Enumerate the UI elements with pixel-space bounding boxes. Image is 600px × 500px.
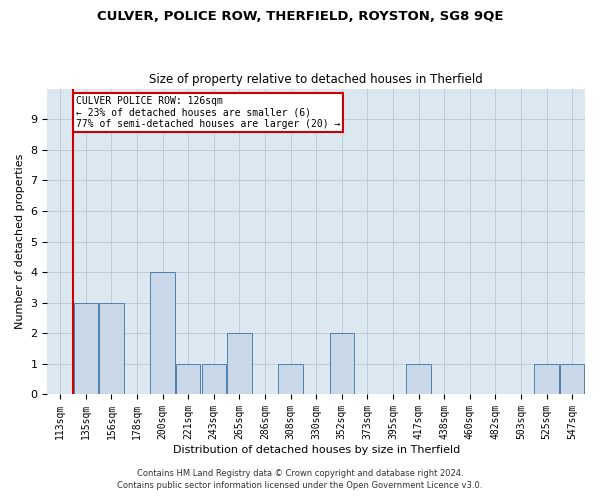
Bar	[99, 302, 124, 394]
Bar	[176, 364, 200, 394]
Text: CULVER, POLICE ROW, THERFIELD, ROYSTON, SG8 9QE: CULVER, POLICE ROW, THERFIELD, ROYSTON, …	[97, 10, 503, 23]
Text: Contains HM Land Registry data © Crown copyright and database right 2024.
Contai: Contains HM Land Registry data © Crown c…	[118, 469, 482, 490]
Text: CULVER POLICE ROW: 126sqm
← 23% of detached houses are smaller (6)
77% of semi-d: CULVER POLICE ROW: 126sqm ← 23% of detac…	[76, 96, 340, 130]
X-axis label: Distribution of detached houses by size in Therfield: Distribution of detached houses by size …	[173, 445, 460, 455]
Bar	[406, 364, 431, 394]
Y-axis label: Number of detached properties: Number of detached properties	[15, 154, 25, 329]
Bar	[560, 364, 584, 394]
Bar	[278, 364, 303, 394]
Bar	[74, 302, 98, 394]
Bar	[227, 334, 251, 394]
Bar	[202, 364, 226, 394]
Bar	[151, 272, 175, 394]
Bar	[535, 364, 559, 394]
Bar	[329, 334, 354, 394]
Title: Size of property relative to detached houses in Therfield: Size of property relative to detached ho…	[149, 73, 483, 86]
